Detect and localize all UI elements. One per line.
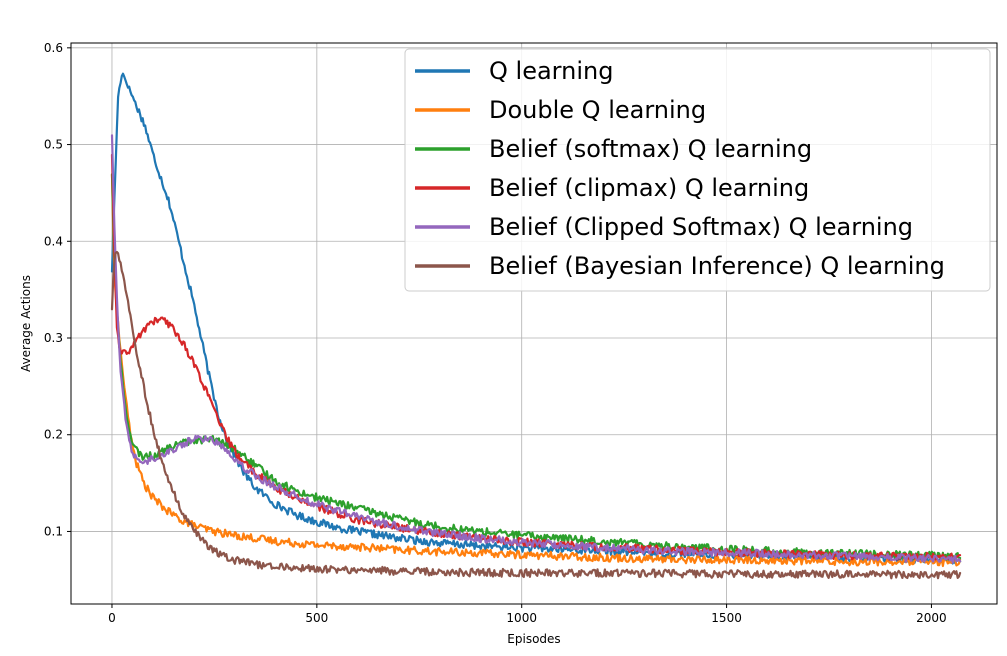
y-tick-label: 0.3 [44,331,63,345]
legend: Q learning Double Q learning Belief (softm… [404,48,991,292]
series-line [110,153,962,562]
legend-label: Belief (clipmax) Q learning [489,174,809,202]
series-line [110,134,962,564]
x-tick-label: 1500 [711,611,742,625]
legend-label: Belief (Bayesian Inference) Q learning [489,252,945,280]
series-layer [110,72,962,580]
y-tick-label: 0.4 [44,234,63,248]
x-axis-title: Episodes [507,632,560,646]
legend-label: Belief (Clipped Softmax) Q learning [489,213,913,241]
y-axis-title: Average Actions [19,275,33,372]
legend-label: Q learning [489,57,613,85]
y-tick-label: 0.5 [44,138,63,152]
series-line [110,173,962,568]
y-tick-label: 0.2 [44,428,63,442]
x-axis: 0 500 1000 1500 2000 [108,604,947,625]
legend-label: Belief (softmax) Q learning [489,135,812,163]
x-tick-label: 2000 [916,611,947,625]
x-tick-label: 1000 [506,611,537,625]
legend-label: Double Q learning [489,96,706,124]
series-line [110,250,962,580]
plot-frame [70,42,998,605]
x-tick-label: 500 [305,611,328,625]
x-tick-label: 0 [108,611,116,625]
legend-box [404,48,991,292]
y-tick-label: 0.6 [44,41,63,55]
y-tick-label: 0.1 [44,524,63,538]
y-axis: 0.1 0.2 0.3 0.4 0.5 0.6 [44,41,71,538]
